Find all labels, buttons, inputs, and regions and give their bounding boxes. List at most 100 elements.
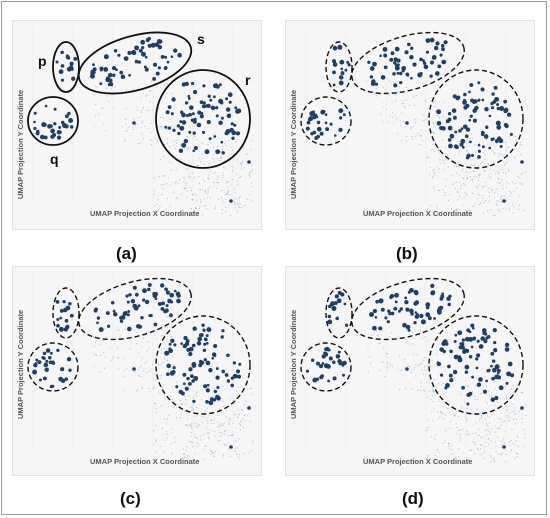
background-point — [160, 335, 163, 337]
background-point — [158, 108, 160, 110]
background-point — [522, 391, 524, 393]
background-point — [435, 365, 437, 367]
cluster-point-r — [452, 369, 458, 375]
background-point — [407, 364, 409, 366]
cluster-point-r — [196, 122, 202, 128]
background-point — [524, 171, 527, 173]
background-point — [248, 404, 251, 407]
background-point — [200, 161, 202, 163]
cluster-point-r — [503, 99, 508, 104]
background-point — [116, 346, 118, 348]
background-point — [424, 81, 426, 83]
background-point — [196, 445, 198, 448]
background-point — [252, 168, 254, 171]
background-point — [449, 194, 451, 196]
background-point — [451, 449, 453, 451]
background-point — [121, 125, 123, 128]
background-point — [490, 440, 492, 442]
background-point — [468, 449, 470, 452]
cluster-point-r — [199, 100, 204, 105]
cluster-point-r — [476, 382, 482, 387]
background-point — [502, 172, 504, 174]
background-point — [193, 422, 195, 424]
cluster-point-s — [173, 289, 177, 293]
cluster-point-s — [144, 67, 149, 72]
cluster-point-r — [184, 101, 189, 105]
cluster-point-q — [338, 108, 344, 114]
cluster-point-r — [457, 330, 463, 336]
background-point — [248, 175, 250, 177]
background-point — [136, 343, 138, 345]
background-point — [223, 423, 225, 425]
cluster-point-s — [128, 293, 132, 297]
background-point — [475, 422, 477, 424]
cluster-point-r — [182, 382, 186, 386]
background-point — [180, 159, 182, 161]
background-point — [233, 403, 235, 405]
background-point — [251, 388, 253, 390]
background-point — [244, 420, 246, 422]
background-point — [240, 425, 242, 427]
background-point — [456, 208, 458, 210]
background-point — [505, 398, 507, 400]
background-point — [185, 187, 187, 189]
background-point — [227, 435, 229, 437]
background-point — [153, 430, 155, 432]
cluster-point-r — [197, 110, 202, 115]
background-point — [191, 211, 194, 213]
background-point — [485, 181, 487, 184]
background-point — [201, 398, 203, 400]
background-point — [483, 450, 485, 452]
background-point — [479, 204, 481, 206]
background-point — [429, 399, 432, 401]
cluster-point-r — [506, 112, 512, 117]
background-point — [207, 428, 209, 431]
cluster-point-s — [404, 50, 409, 55]
background-point — [483, 195, 485, 197]
cluster-point-r — [230, 376, 234, 380]
background-point — [387, 366, 389, 368]
background-point — [161, 183, 163, 185]
background-point — [502, 155, 505, 157]
background-point — [433, 132, 435, 134]
background-point — [239, 162, 241, 164]
background-point — [488, 187, 490, 190]
cluster-outline-r — [428, 315, 524, 415]
background-point — [401, 139, 403, 141]
background-point — [493, 153, 495, 155]
background-point — [109, 347, 111, 349]
background-point — [143, 338, 145, 340]
background-point — [200, 189, 202, 191]
cluster-point-s — [440, 43, 445, 48]
background-point — [506, 198, 508, 200]
background-point — [415, 375, 417, 377]
cluster-point-s — [164, 55, 168, 59]
outlier-point — [520, 160, 524, 164]
background-point — [488, 163, 490, 165]
cluster-point-q — [35, 358, 39, 362]
background-point — [384, 375, 386, 377]
cluster-point-s — [389, 293, 395, 299]
cluster-point-r — [496, 102, 500, 107]
cluster-point-r — [207, 94, 211, 98]
background-point — [144, 362, 146, 364]
cluster-point-q — [68, 368, 72, 372]
cluster-point-r — [447, 112, 452, 116]
background-point — [227, 190, 229, 192]
background-point — [141, 111, 143, 113]
background-point — [246, 152, 248, 155]
background-point — [237, 203, 239, 205]
background-point — [367, 346, 369, 348]
background-point — [474, 144, 476, 146]
background-point — [496, 188, 498, 190]
cluster-point-s — [177, 291, 180, 295]
background-point — [240, 163, 242, 166]
background-point — [241, 168, 243, 170]
background-point — [156, 338, 158, 340]
cluster-point-q — [49, 384, 54, 389]
background-point — [160, 377, 162, 379]
cluster-point-s — [369, 312, 374, 317]
cluster-point-r — [168, 347, 172, 351]
cluster-point-r — [176, 124, 181, 128]
cluster-point-s — [394, 300, 398, 304]
